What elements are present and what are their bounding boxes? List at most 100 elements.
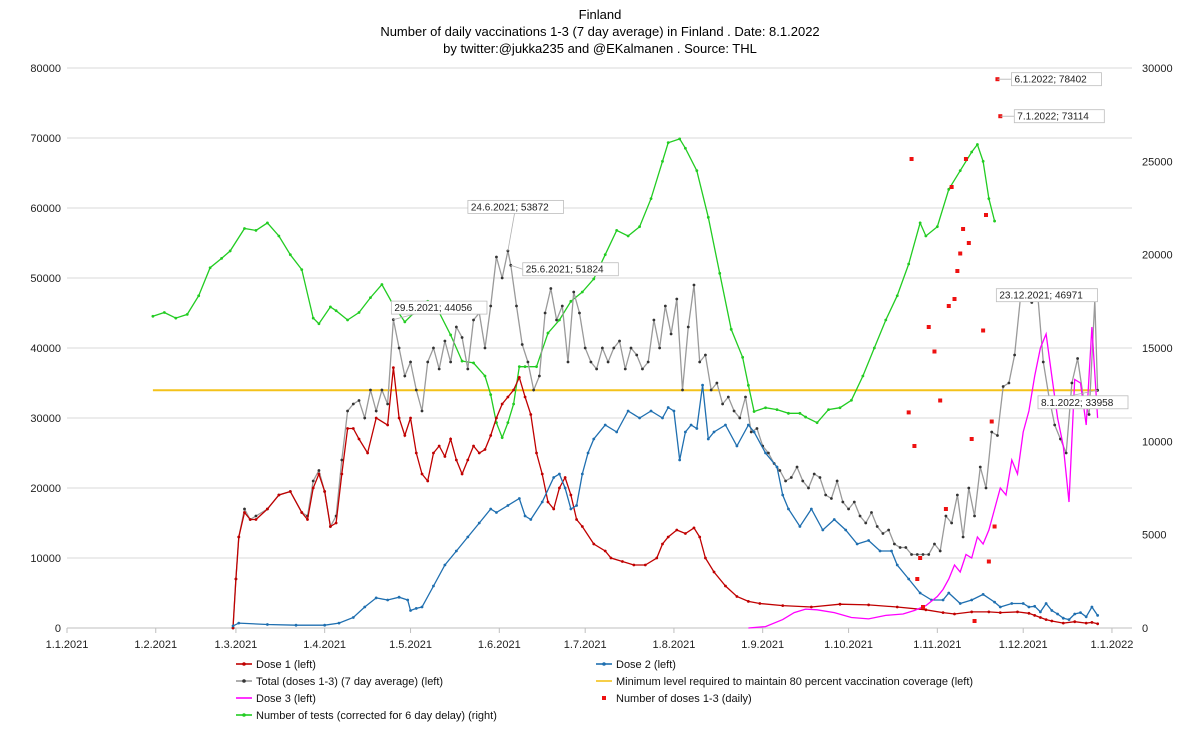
data-point	[672, 409, 676, 413]
data-point	[495, 255, 498, 259]
data-point	[838, 406, 842, 410]
data-point	[600, 346, 604, 350]
data-point	[958, 251, 963, 256]
y-right-tick-label: 30000	[1142, 63, 1173, 75]
series-line	[232, 385, 1099, 627]
data-point	[669, 332, 673, 336]
data-point	[397, 346, 401, 350]
series-line	[152, 138, 996, 440]
data-point	[661, 159, 664, 163]
data-point	[374, 416, 378, 420]
data-point	[363, 416, 367, 420]
legend-label: Dose 1 (left)	[256, 659, 316, 671]
data-point	[460, 336, 464, 339]
data-point	[323, 623, 327, 627]
data-point	[472, 444, 475, 448]
data-point	[523, 514, 527, 518]
data-point	[821, 528, 825, 532]
data-point	[254, 518, 258, 521]
data-point	[812, 472, 816, 476]
data-point	[943, 507, 948, 511]
legend-label: Dose 2 (left)	[616, 659, 676, 671]
annotation-text: 7.1.2022; 73114	[1017, 112, 1089, 123]
data-point	[466, 458, 470, 462]
legend-marker	[602, 696, 606, 700]
y-right-tick-label: 25000	[1142, 156, 1173, 168]
data-point	[477, 451, 481, 455]
data-point	[989, 419, 994, 424]
data-point	[683, 146, 687, 150]
x-tick-label: 1.2.2021	[134, 639, 177, 651]
data-point	[1096, 614, 1100, 617]
data-point	[983, 213, 988, 217]
data-point	[618, 339, 621, 343]
annotation-leader	[510, 264, 523, 270]
data-point	[495, 416, 498, 420]
data-point	[1041, 360, 1045, 364]
data-point	[432, 584, 435, 588]
data-point	[981, 159, 985, 163]
data-point	[403, 374, 407, 378]
data-point	[976, 143, 979, 146]
data-point	[970, 610, 974, 614]
data-point	[612, 346, 616, 350]
data-point	[1084, 615, 1088, 619]
data-point	[426, 479, 430, 483]
series-number-of-tests-corrected-for-6-day-delay-right	[151, 137, 996, 440]
data-point	[237, 621, 241, 625]
x-tick-label: 1.1.2021	[46, 639, 89, 651]
data-point	[432, 346, 435, 350]
data-point	[374, 409, 378, 413]
data-point	[317, 469, 321, 472]
series-line	[232, 250, 1099, 629]
data-point	[726, 395, 730, 399]
data-point	[523, 395, 527, 399]
data-point	[1079, 611, 1082, 614]
x-tick-label: 1.3.2021	[214, 639, 257, 651]
data-point	[420, 472, 424, 476]
data-point	[898, 546, 902, 549]
y-left-tick-label: 0	[55, 623, 61, 635]
data-point	[884, 318, 888, 322]
annotation-label: 8.1.2022; 33958	[1037, 389, 1129, 410]
data-point	[870, 511, 873, 514]
data-point	[832, 518, 836, 521]
data-point	[1061, 616, 1065, 620]
data-point	[801, 479, 805, 483]
data-point	[426, 360, 430, 364]
data-point	[850, 398, 853, 402]
data-point	[732, 409, 736, 413]
data-point	[824, 493, 828, 497]
data-point	[827, 408, 830, 411]
data-point	[506, 504, 510, 507]
data-point	[784, 479, 787, 483]
data-point	[744, 395, 747, 399]
data-point	[829, 497, 833, 500]
data-point	[638, 416, 641, 420]
data-point	[569, 493, 573, 497]
y-left-tick-label: 10000	[30, 553, 61, 565]
series-line	[748, 326, 1099, 629]
data-point	[738, 416, 742, 420]
x-tick-label: 1.5.2021	[389, 639, 432, 651]
data-point	[437, 444, 441, 448]
data-point	[787, 411, 790, 415]
data-point	[277, 234, 281, 238]
data-point	[606, 360, 610, 364]
data-point	[1038, 616, 1042, 619]
data-point	[483, 448, 487, 451]
data-point	[328, 525, 332, 528]
legend-marker	[242, 713, 246, 717]
data-point	[454, 549, 458, 553]
x-tick-label: 1.1.2022	[1091, 639, 1134, 651]
gridlines	[67, 67, 1132, 559]
data-point	[701, 383, 704, 387]
x-tick-label: 1.8.2021	[653, 639, 696, 651]
data-point	[403, 434, 407, 437]
data-point	[552, 476, 556, 479]
x-tick-label: 1.7.2021	[564, 639, 607, 651]
data-point	[926, 325, 931, 329]
data-point	[552, 507, 556, 511]
data-point	[1007, 381, 1011, 385]
data-point	[586, 451, 590, 455]
